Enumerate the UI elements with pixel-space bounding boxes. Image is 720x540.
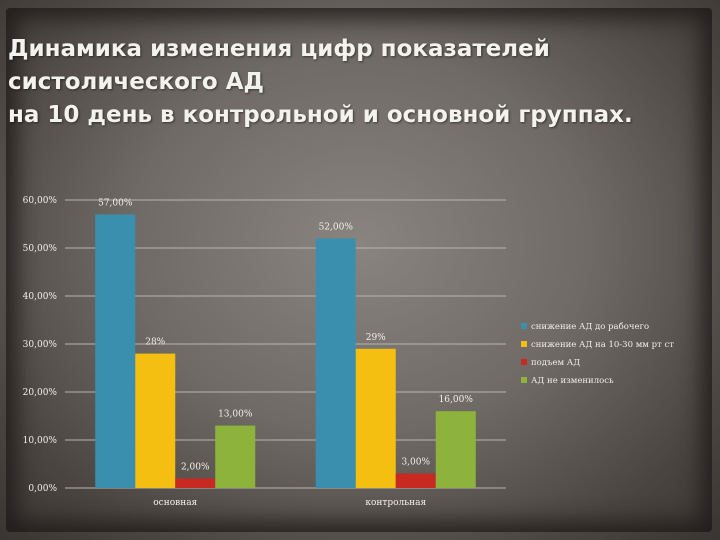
bar — [435, 411, 476, 488]
legend-label: подъем АД — [531, 358, 580, 368]
bar-label: 3,00% — [401, 458, 430, 468]
bar-label: 13,00% — [218, 410, 253, 420]
title-line-1: Динамика изменения цифр показателей — [8, 36, 550, 62]
legend-swatch — [521, 359, 527, 365]
y-tick-label: 30,00% — [23, 340, 58, 350]
bar-labels: 57,00% 28% 2,00% 13,00% 52,00% 29% 3,00% 16,00% — [98, 198, 473, 472]
bar — [395, 473, 436, 488]
legend-swatch — [521, 377, 527, 383]
title-line-2: систолического АД — [8, 69, 265, 95]
bar — [95, 214, 136, 488]
x-tick-label: основная — [153, 498, 197, 508]
x-tick-label: контрольная — [365, 498, 426, 508]
y-tick-labels: 0,00% 10,00% 20,00% 30,00% 40,00% 50,00% 60,00… — [23, 196, 58, 494]
bar — [135, 353, 176, 488]
bar-label: 16,00% — [439, 395, 474, 405]
legend-label: снижение АД до рабочего — [531, 321, 649, 332]
bar — [215, 425, 256, 488]
bars — [95, 214, 476, 488]
legend: снижение АД до рабочего снижение АД на 10… — [521, 321, 674, 386]
bar-label: 28% — [145, 338, 165, 348]
bar-label: 57,00% — [98, 198, 133, 208]
bar-label: 52,00% — [319, 222, 354, 232]
slide-title: Динамика изменения цифр показателей сист… — [8, 33, 708, 132]
legend-swatch — [521, 341, 527, 347]
y-tick-label: 0,00% — [28, 484, 57, 494]
bar — [175, 478, 216, 488]
legend-label: АД не изменилось — [531, 376, 614, 386]
y-tick-label: 50,00% — [23, 244, 58, 254]
bar-label: 2,00% — [181, 462, 210, 472]
title-line-3: на 10 день в контрольной и основной груп… — [8, 102, 633, 128]
legend-swatch — [521, 323, 527, 329]
x-tick-labels: основная контрольная — [153, 498, 426, 508]
y-tick-label: 20,00% — [23, 388, 58, 398]
legend-label: снижение АД на 10-30 мм рт ст — [531, 340, 674, 350]
y-tick-label: 60,00% — [23, 196, 58, 206]
bar — [355, 348, 396, 488]
y-tick-label: 40,00% — [23, 292, 58, 302]
bar — [315, 238, 356, 488]
y-tick-label: 10,00% — [23, 436, 58, 446]
bar-label: 29% — [366, 333, 386, 343]
